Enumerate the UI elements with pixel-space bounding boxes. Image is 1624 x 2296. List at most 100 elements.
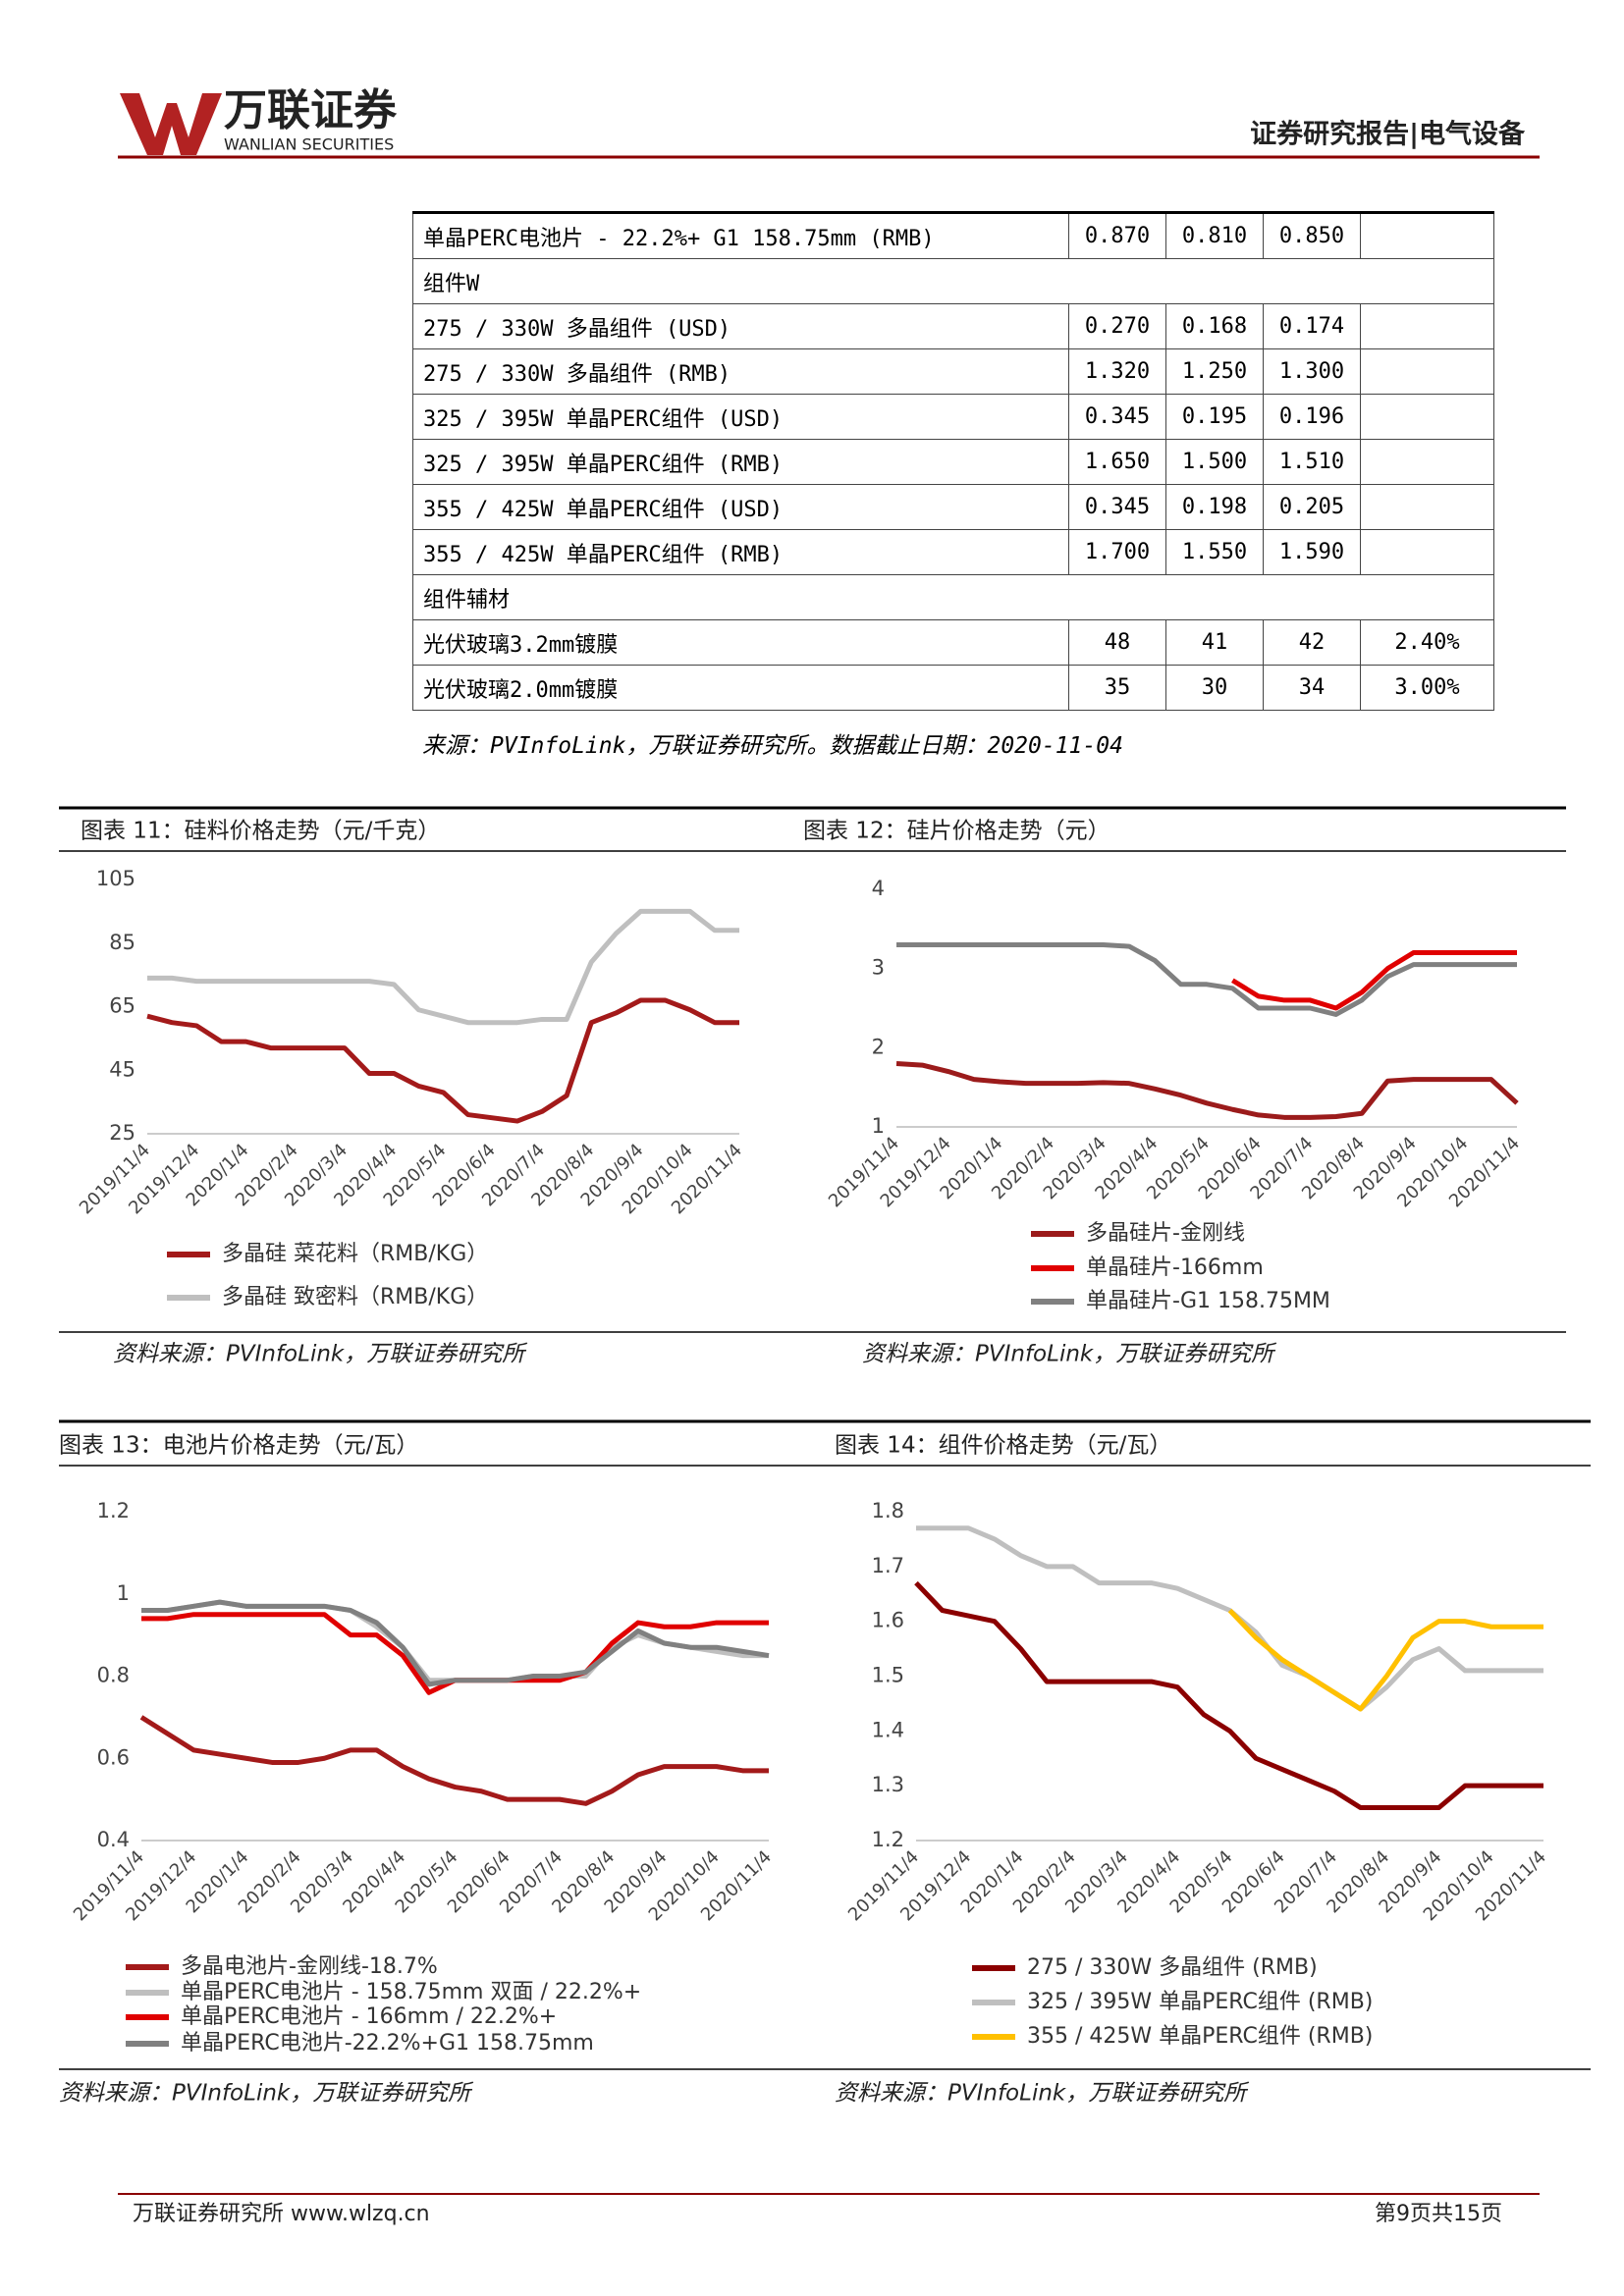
legend-label: 多晶硅 菜花料（RMB/KG） xyxy=(222,1242,488,1266)
table-cell: 0.198 xyxy=(1165,484,1264,530)
table-row: 325 / 395W 单晶PERC组件 (USD) 0.345 0.195 0.196 xyxy=(412,394,1494,440)
y-tick-label: 1.5 xyxy=(872,1664,904,1687)
table-row: 组件W xyxy=(412,258,1494,304)
table-cell: 0.205 xyxy=(1263,484,1361,530)
table-cell: 325 / 395W 单晶PERC组件 (RMB) xyxy=(412,439,1069,485)
table-cell: 0.270 xyxy=(1068,303,1166,349)
table-cell: 355 / 425W 单晶PERC组件 (USD) xyxy=(412,484,1069,530)
table-cell xyxy=(1360,394,1494,440)
y-tick-label: 1.4 xyxy=(872,1718,904,1741)
legend-label: 多晶硅片-金刚线 xyxy=(1086,1221,1245,1246)
table-cell: 1.650 xyxy=(1068,439,1166,485)
legend-label: 单晶PERC电池片 - 158.75mm 双面 / 22.2%+ xyxy=(181,1980,641,2004)
price-table: 单晶PERC电池片 - 22.2%+ G1 158.75mm (RMB) 0.87… xyxy=(412,211,1494,711)
y-tick-label: 0.4 xyxy=(97,1828,130,1851)
y-tick-label: 25 xyxy=(109,1121,135,1145)
table-cell: 275 / 330W 多晶组件 (RMB) xyxy=(412,348,1069,395)
y-tick-label: 1 xyxy=(872,1114,885,1138)
table-cell: 0.870 xyxy=(1068,212,1166,259)
table-cell xyxy=(1360,348,1494,395)
table-cell: 34 xyxy=(1263,665,1361,711)
series-line xyxy=(141,1599,770,1687)
table-source: 来源：PVInfoLink，万联证券研究所。数据截止日期：2020-11-04 xyxy=(422,733,1123,759)
y-tick-label: 2 xyxy=(872,1035,885,1058)
y-tick-label: 1.2 xyxy=(872,1828,904,1851)
legend-label: 单晶硅片-166mm xyxy=(1086,1255,1264,1280)
table-cell xyxy=(1360,303,1494,349)
legend-label: 多晶电池片-金刚线-18.7% xyxy=(181,1954,438,1979)
logo-text: 万联证券 xyxy=(224,85,398,135)
y-tick-label: 1.6 xyxy=(872,1609,904,1632)
table-row: 325 / 395W 单晶PERC组件 (RMB) 1.650 1.500 1.510 xyxy=(412,439,1494,485)
series-line xyxy=(895,1060,1519,1120)
table-cell: 0.345 xyxy=(1068,394,1166,440)
table-row: 单晶PERC电池片 - 22.2%+ G1 158.75mm (RMB) 0.87… xyxy=(412,212,1494,259)
y-tick-label: 1.8 xyxy=(872,1499,904,1522)
table-cell: 1.510 xyxy=(1263,439,1361,485)
table-cell: 0.850 xyxy=(1263,212,1361,259)
y-tick-label: 105 xyxy=(96,867,135,890)
y-tick-label: 4 xyxy=(872,877,885,900)
table-cell xyxy=(1360,439,1494,485)
table-cell: 355 / 425W 单晶PERC组件 (RMB) xyxy=(412,529,1069,575)
footer-page: 第9页共15页 xyxy=(1375,2202,1502,2226)
table-row: 组件辅材 xyxy=(412,574,1494,620)
series-line xyxy=(916,1525,1543,1712)
table-cell: 单晶PERC电池片 - 22.2%+ G1 158.75mm (RMB) xyxy=(412,212,1069,259)
legend-label: 355 / 425W 单晶PERC组件 (RMB) xyxy=(1027,2024,1373,2049)
chart-source: 资料来源：PVInfoLink，万联证券研究所 xyxy=(835,2081,1249,2107)
table-cell: 35 xyxy=(1068,665,1166,711)
legend-label: 多晶硅 致密料（RMB/KG） xyxy=(222,1285,488,1309)
table-cell: 0.195 xyxy=(1165,394,1264,440)
table-cell: 275 / 330W 多晶组件 (USD) xyxy=(412,303,1069,349)
y-tick-label: 1.2 xyxy=(97,1499,130,1522)
table-cell: 1.590 xyxy=(1263,529,1361,575)
table-cell: 1.320 xyxy=(1068,348,1166,395)
series-line xyxy=(147,908,739,1026)
series-line xyxy=(914,1580,1543,1810)
table-cell: 1.300 xyxy=(1263,348,1361,395)
logo-mark xyxy=(120,93,222,155)
table-cell: 41 xyxy=(1165,619,1264,666)
table-cell: 0.810 xyxy=(1165,212,1264,259)
legend-label: 单晶PERC电池片 - 166mm / 22.2%+ xyxy=(181,2004,557,2029)
y-tick-label: 0.8 xyxy=(97,1664,130,1687)
table-row: 355 / 425W 单晶PERC组件 (USD) 0.345 0.198 0.205 xyxy=(412,484,1494,530)
table-cell xyxy=(1360,212,1494,259)
table-row: 275 / 330W 多晶组件 (RMB) 1.320 1.250 1.300 xyxy=(412,348,1494,395)
table-cell: 0.168 xyxy=(1165,303,1264,349)
y-tick-label: 65 xyxy=(109,994,135,1018)
legend-label: 275 / 330W 多晶组件 (RMB) xyxy=(1027,1955,1318,1980)
footer-left: 万联证券研究所 www.wlzq.cn xyxy=(133,2202,430,2226)
table-cell: 325 / 395W 单晶PERC组件 (USD) xyxy=(412,394,1069,440)
table-cell: 30 xyxy=(1165,665,1264,711)
table-cell: 2.40% xyxy=(1360,619,1494,666)
y-tick-label: 85 xyxy=(109,931,135,954)
series-line xyxy=(146,997,739,1124)
table-cell: 1.250 xyxy=(1165,348,1264,395)
table-cell: 组件辅材 xyxy=(412,574,1494,620)
series-line xyxy=(1231,950,1517,1011)
table-cell: 1.550 xyxy=(1165,529,1264,575)
table-row: 光伏玻璃3.2mm镀膜 48 41 42 2.40% xyxy=(412,619,1494,666)
chart-source: 资料来源：PVInfoLink，万联证券研究所 xyxy=(59,2081,473,2107)
table-cell: 42 xyxy=(1263,619,1361,666)
chart-title: 图表 13：电池片价格走势（元/瓦） xyxy=(59,1433,418,1459)
table-cell: 1.700 xyxy=(1068,529,1166,575)
chart-title: 图表 11：硅料价格走势（元/千克） xyxy=(81,819,440,844)
table-cell: 光伏玻璃2.0mm镀膜 xyxy=(412,665,1069,711)
y-tick-label: 1 xyxy=(117,1581,130,1605)
legend-label: 325 / 395W 单晶PERC组件 (RMB) xyxy=(1027,1990,1373,2014)
y-tick-label: 0.6 xyxy=(97,1745,130,1769)
table-cell: 0.174 xyxy=(1263,303,1361,349)
table-cell: 光伏玻璃3.2mm镀膜 xyxy=(412,619,1069,666)
legend-label: 单晶PERC电池片-22.2%+G1 158.75mm xyxy=(181,2031,594,2056)
table-row: 355 / 425W 单晶PERC组件 (RMB) 1.700 1.550 1.590 xyxy=(412,529,1494,575)
table-cell xyxy=(1360,484,1494,530)
table-cell xyxy=(1360,529,1494,575)
legend-label: 单晶硅片-G1 158.75MM xyxy=(1086,1289,1330,1313)
chart-source: 资料来源：PVInfoLink，万联证券研究所 xyxy=(862,1342,1276,1367)
chart-source: 资料来源：PVInfoLink，万联证券研究所 xyxy=(113,1342,527,1367)
